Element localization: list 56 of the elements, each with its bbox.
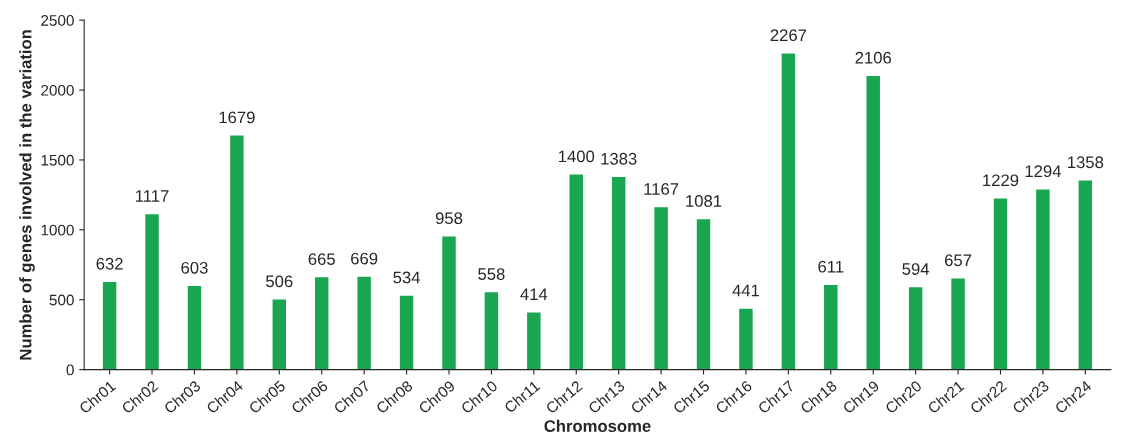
data-label: 669 (351, 252, 378, 265)
y-tick-label: 500 (49, 294, 74, 306)
data-label: 958 (435, 212, 463, 225)
data-label: 1167 (644, 183, 679, 195)
bar (610, 175, 627, 370)
data-label: 1294 (1025, 165, 1061, 178)
bar (780, 52, 797, 370)
y-tick-label: 1000 (41, 224, 74, 236)
bar (992, 197, 1009, 370)
bar (949, 277, 967, 370)
bar (695, 217, 712, 370)
data-label: 1229 (983, 174, 1019, 187)
data-label: 414 (520, 288, 548, 300)
data-label: 441 (732, 284, 760, 297)
data-label: 1358 (1068, 156, 1104, 169)
data-label: 1383 (601, 152, 637, 165)
data-label: 611 (818, 260, 844, 273)
bar (186, 284, 203, 370)
data-label: 534 (393, 271, 420, 284)
y-tick-label: 2500 (41, 15, 74, 26)
bar (525, 311, 542, 370)
data-label: 1081 (686, 195, 722, 207)
y-tick-label: 0 (66, 364, 74, 376)
bar (1077, 179, 1094, 370)
data-label: 657 (945, 254, 972, 267)
data-label: 2106 (855, 51, 892, 64)
data-label: 632 (96, 257, 123, 270)
data-label: 665 (308, 253, 335, 266)
bar (440, 234, 458, 370)
bar (483, 290, 500, 370)
bar (271, 298, 288, 370)
bar (101, 280, 118, 370)
bar (228, 134, 245, 370)
data-label: 1117 (135, 190, 169, 202)
y-axis-title: Number of genes involved in the variation (19, 30, 35, 360)
bar (143, 212, 161, 370)
bar (356, 275, 373, 370)
bar (652, 205, 670, 370)
y-tick-label: 1500 (41, 154, 74, 166)
data-label: 2267 (770, 29, 807, 42)
data-label: 558 (478, 268, 505, 280)
bar (313, 275, 330, 370)
data-label: 603 (181, 261, 208, 274)
data-label: 1679 (219, 111, 255, 124)
bar (398, 294, 415, 370)
y-tick-label: 2000 (41, 84, 74, 96)
bar (907, 285, 924, 370)
data-label: 594 (902, 263, 930, 275)
bar (1034, 188, 1052, 370)
data-label: 506 (266, 275, 293, 288)
data-label: 1400 (558, 150, 595, 163)
bar (865, 74, 882, 370)
x-axis-title: Chromosome (544, 419, 651, 432)
bar (822, 283, 839, 370)
bar (568, 173, 585, 370)
bar (737, 307, 755, 370)
